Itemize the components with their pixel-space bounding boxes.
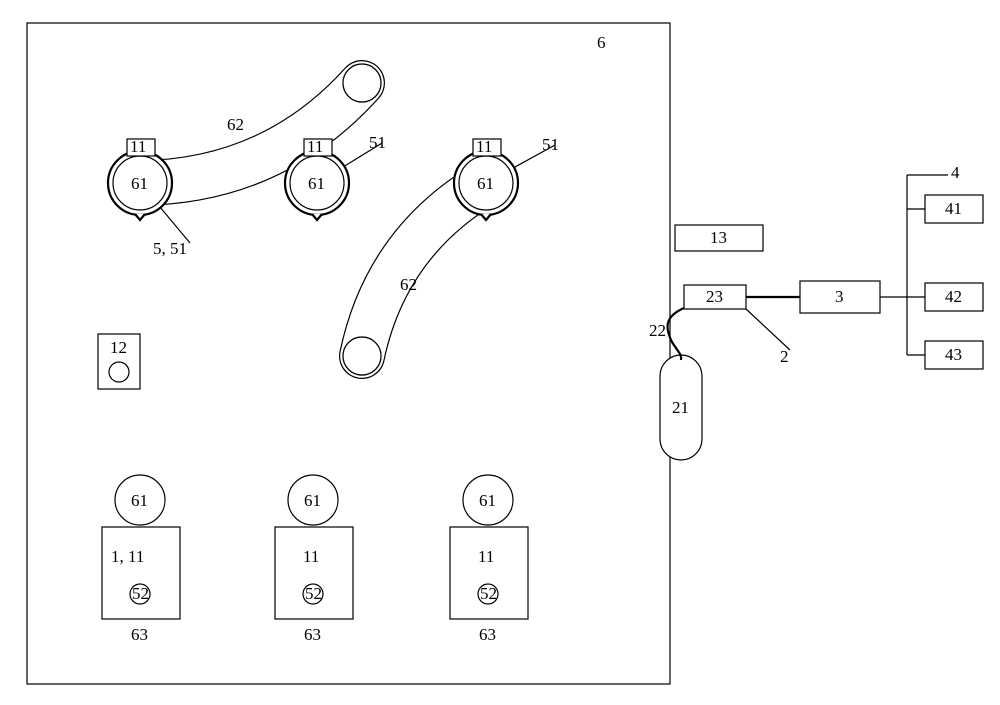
bottom-box — [450, 527, 528, 619]
label-L551: 5, 51 — [153, 239, 187, 258]
label-L51a: 51 — [369, 133, 386, 152]
label-L61e: 61 — [304, 491, 321, 510]
label-L42: 42 — [945, 287, 962, 306]
label-L61a: 61 — [131, 174, 148, 193]
label-L61d: 61 — [131, 491, 148, 510]
label-L22: 22 — [649, 321, 666, 340]
label-L61c: 61 — [477, 174, 494, 193]
label-L52c: 52 — [480, 584, 497, 603]
label-L63a: 63 — [131, 625, 148, 644]
label-L11b: 11 — [307, 137, 323, 156]
bottom-box — [102, 527, 180, 619]
label-L111: 1, 11 — [111, 547, 144, 566]
label-L43: 43 — [945, 345, 962, 364]
label-L62b: 62 — [400, 275, 417, 294]
label-L11e: 11 — [303, 547, 319, 566]
label-L3: 3 — [835, 287, 844, 306]
label-L4: 4 — [951, 163, 960, 182]
label-L52b: 52 — [305, 584, 322, 603]
label-L62a: 62 — [227, 115, 244, 134]
label-L61b: 61 — [308, 174, 325, 193]
label-L2: 2 — [780, 347, 789, 366]
label-L52a: 52 — [132, 584, 149, 603]
label-L11a: 11 — [130, 137, 146, 156]
label-L12: 12 — [110, 338, 127, 357]
label-L61f: 61 — [479, 491, 496, 510]
label-L21: 21 — [672, 398, 689, 417]
label-L11c: 11 — [476, 137, 492, 156]
label-L41: 41 — [945, 199, 962, 218]
label-L63c: 63 — [479, 625, 496, 644]
label-L6: 6 — [597, 33, 606, 52]
label-L23: 23 — [706, 287, 723, 306]
label-L11f: 11 — [478, 547, 494, 566]
bottom-box — [275, 527, 353, 619]
label-L63b: 63 — [304, 625, 321, 644]
label-L13: 13 — [710, 228, 727, 247]
label-L51b: 51 — [542, 135, 559, 154]
